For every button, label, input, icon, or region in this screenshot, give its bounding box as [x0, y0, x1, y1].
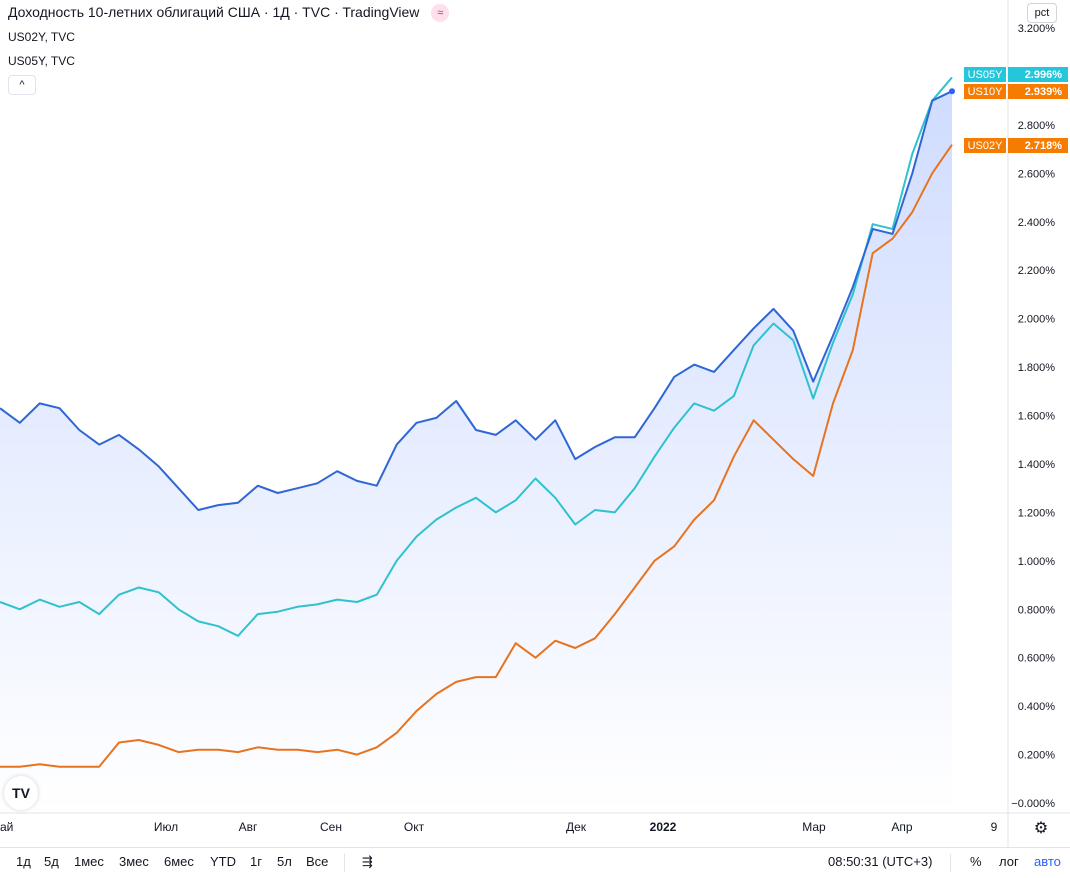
range-ytd-button[interactable]: YTD: [210, 854, 236, 869]
range-1d-button[interactable]: 1д: [16, 854, 31, 869]
goto-date-icon[interactable]: ⇶: [362, 854, 373, 870]
price-tick-label: 2.000%: [1018, 314, 1056, 326]
price-tick-label: 1.400%: [1018, 459, 1056, 471]
price-label-value: 2.996%: [1025, 69, 1063, 81]
legend-series-us05y[interactable]: US05Y, TVC: [8, 54, 75, 68]
price-tick-label: 1.600%: [1018, 411, 1056, 423]
price-tick-label: 3.200%: [1018, 23, 1056, 35]
price-tick-label: 1.000%: [1018, 556, 1056, 568]
auto-scale-toggle[interactable]: авто: [1034, 854, 1061, 869]
collapse-legend-button[interactable]: ^: [8, 75, 36, 95]
clock-display[interactable]: 08:50:31 (UTC+3): [828, 854, 932, 869]
time-tick-label: Апр: [891, 820, 913, 834]
time-tick-label: 2022: [650, 820, 677, 834]
time-tick-label: Мар: [802, 820, 826, 834]
time-tick-label: Авг: [239, 820, 258, 834]
range-1m-button[interactable]: 1мес: [74, 854, 104, 869]
price-label-value: 2.718%: [1025, 140, 1063, 152]
price-tick-label: 1.200%: [1018, 507, 1056, 519]
time-tick-label: Сен: [320, 820, 342, 834]
toolbar-divider: [950, 854, 951, 872]
percent-toggle[interactable]: %: [970, 854, 982, 869]
price-tick-label: 2.200%: [1018, 265, 1056, 277]
price-tick-label: 0.600%: [1018, 653, 1056, 665]
time-tick-label: Окт: [404, 820, 425, 834]
range-5y-button[interactable]: 5л: [277, 854, 292, 869]
price-tick-label: 2.400%: [1018, 217, 1056, 229]
price-tick-label: 0.800%: [1018, 604, 1056, 616]
bottom-toolbar: 1д 5д 1мес 3мес 6мес YTD 1г 5л Все ⇶ 08:…: [0, 847, 1070, 878]
price-tick-label: −0.000%: [1011, 798, 1055, 810]
range-6m-button[interactable]: 6мес: [164, 854, 194, 869]
unit-badge[interactable]: pct: [1027, 3, 1057, 23]
us10y-last-point: [949, 88, 955, 94]
price-tick-label: 0.200%: [1018, 750, 1056, 762]
legend-series-us02y[interactable]: US02Y, TVC: [8, 30, 75, 44]
price-tick-label: 2.800%: [1018, 120, 1056, 132]
time-tick-label: 9: [991, 820, 998, 834]
time-tick-label: Июл: [154, 820, 178, 834]
range-all-button[interactable]: Все: [306, 854, 328, 869]
time-tick-label: ай: [0, 820, 13, 834]
price-label-value: 2.939%: [1025, 86, 1063, 98]
price-label-symbol: US02Y: [968, 140, 1004, 152]
price-label-symbol: US10Y: [968, 86, 1004, 98]
range-5d-button[interactable]: 5д: [44, 854, 59, 869]
price-tick-label: 1.800%: [1018, 362, 1056, 374]
toolbar-divider: [344, 854, 345, 872]
time-tick-label: Дек: [566, 820, 587, 834]
chart-canvas[interactable]: 3.200% 2.800% 2.600% 2.400% 2.200% 2.000% 1.80…: [0, 0, 1070, 847]
range-1y-button[interactable]: 1г: [250, 854, 262, 869]
legend-title: Доходность 10-летних облигаций США · 1Д …: [8, 4, 419, 20]
price-label-symbol: US05Y: [968, 69, 1004, 81]
tradingview-logo[interactable]: TV: [4, 776, 38, 810]
price-tick-label: 0.400%: [1018, 701, 1056, 713]
range-3m-button[interactable]: 3мес: [119, 854, 149, 869]
log-toggle[interactable]: лог: [999, 854, 1019, 869]
approx-icon[interactable]: ≈: [431, 4, 449, 22]
settings-gear-icon[interactable]: ⚙: [1032, 818, 1050, 836]
legend-title-row: Доходность 10-летних облигаций США · 1Д …: [8, 4, 449, 22]
price-tick-label: 2.600%: [1018, 168, 1056, 180]
